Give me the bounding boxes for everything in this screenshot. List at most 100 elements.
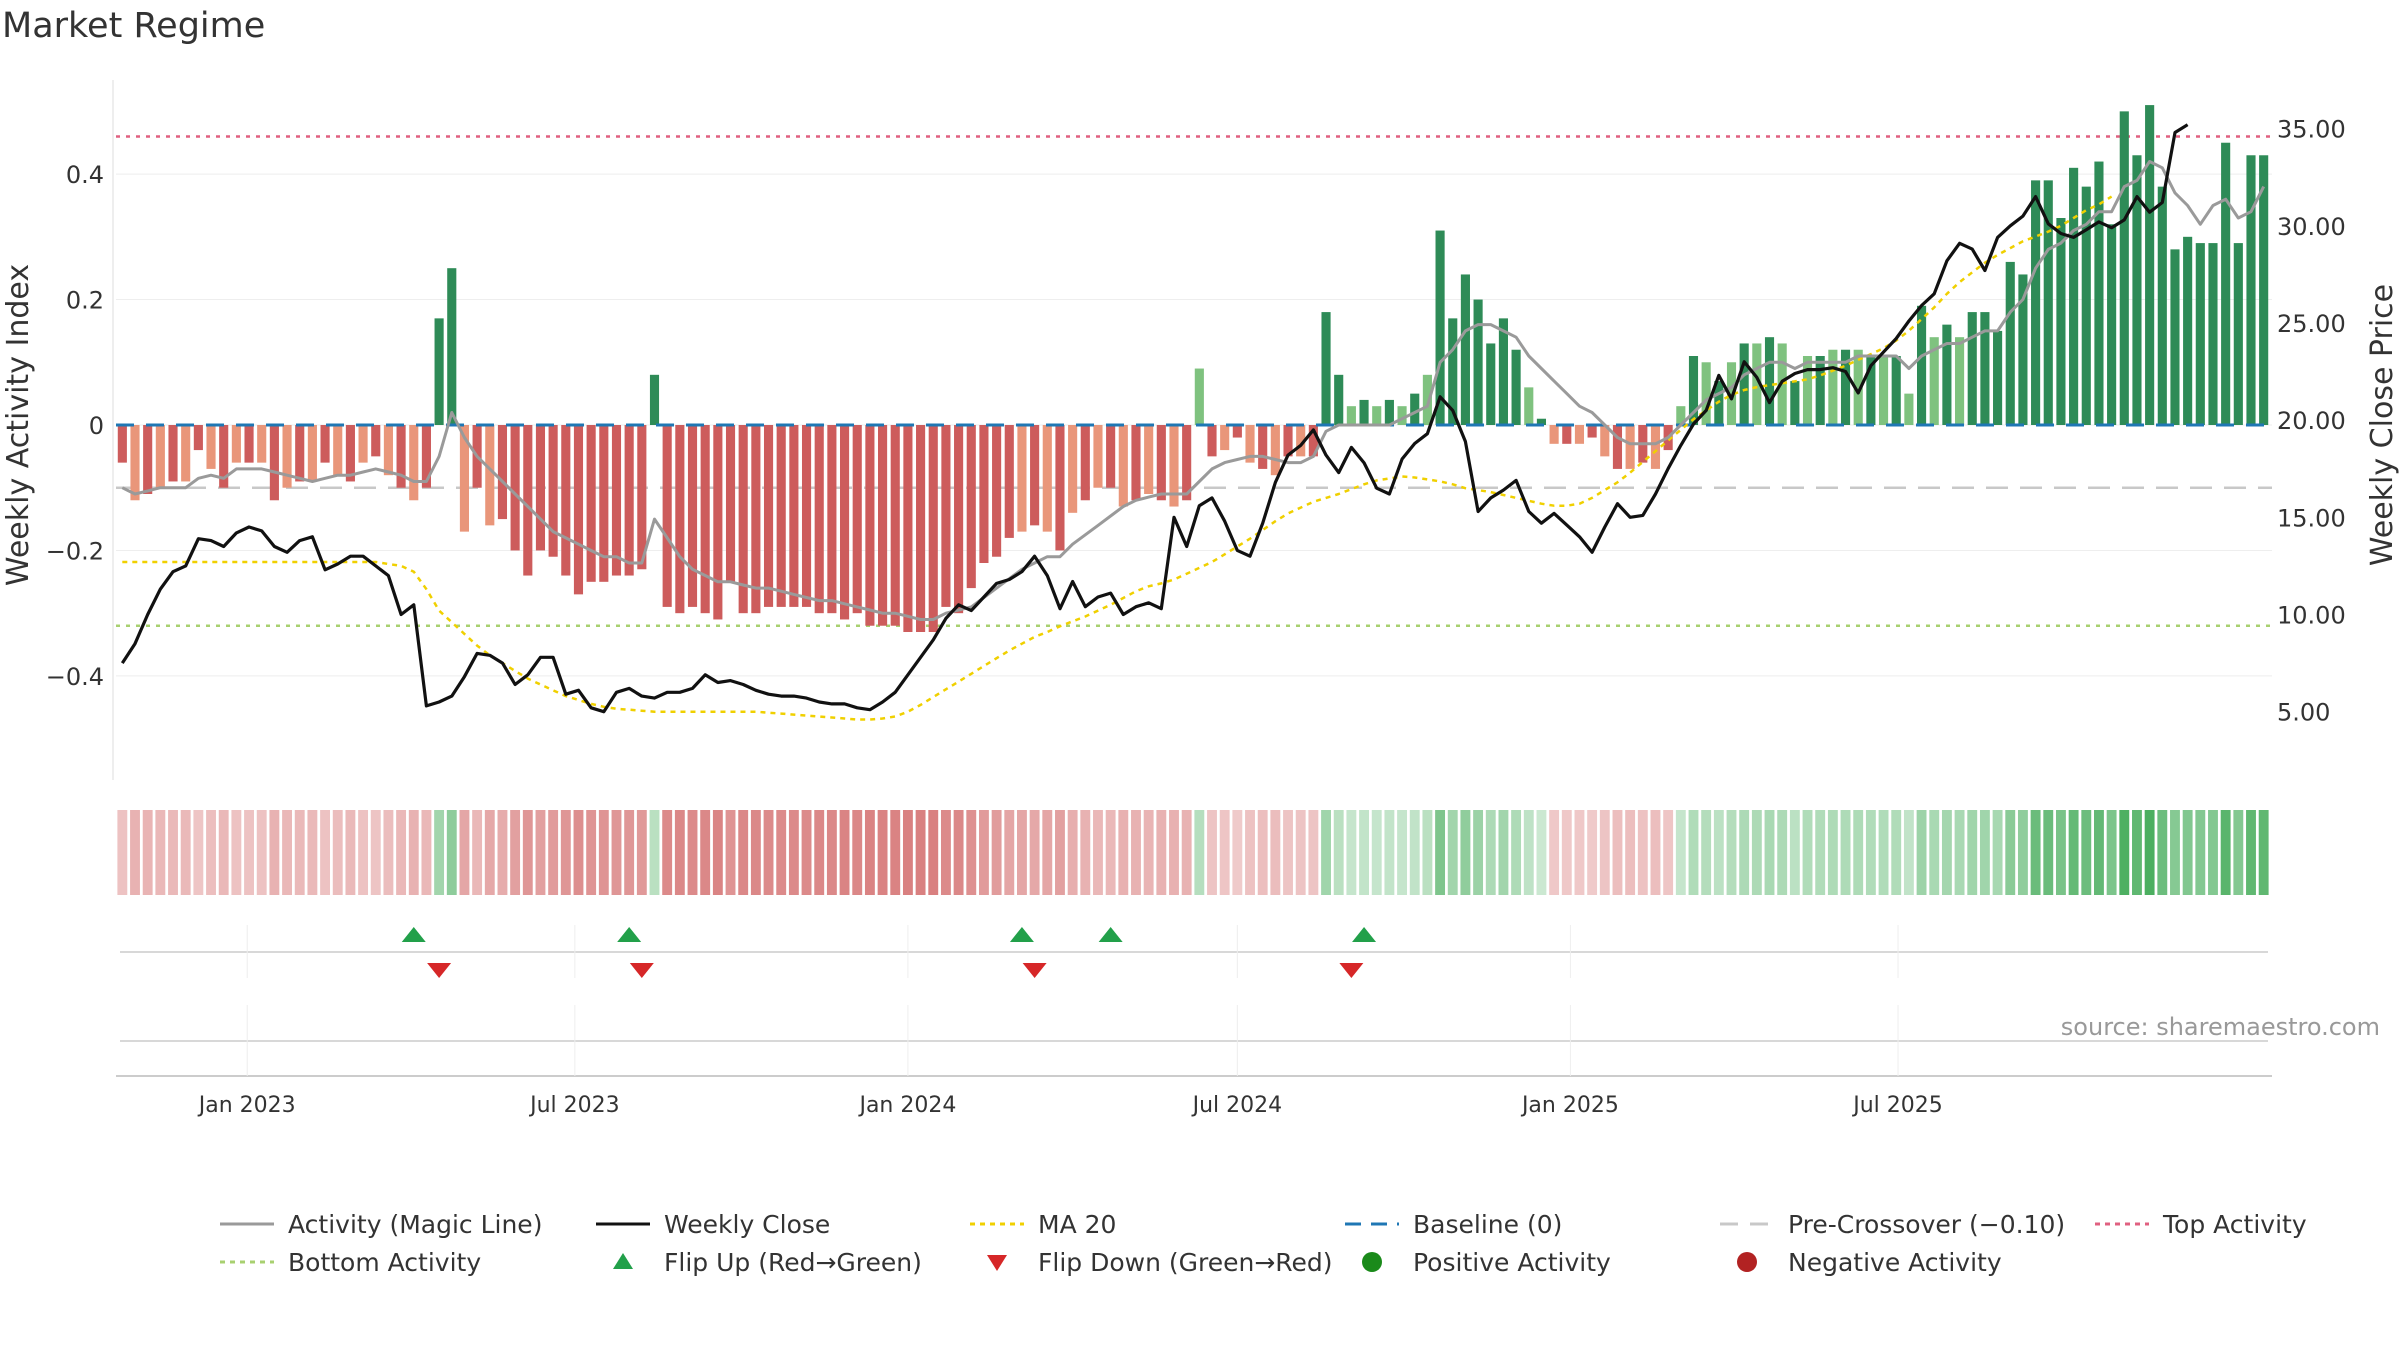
activity-bar: [649, 374, 660, 425]
activity-bar: [954, 425, 964, 614]
activity-bar: [599, 425, 609, 582]
regime-cell: [218, 810, 229, 895]
activity-bar: [421, 425, 431, 488]
activity-bar: [2246, 155, 2256, 426]
activity-bar: [865, 425, 875, 626]
x-tick-label: Jul 2024: [1191, 1093, 1283, 1118]
activity-bar: [1473, 299, 1483, 425]
legend-label: Pre-Crossover (−0.10): [1788, 1209, 2066, 1239]
regime-cell: [193, 810, 204, 895]
regime-cell: [852, 810, 863, 895]
flip-up-marker: [401, 927, 426, 942]
regime-cell: [788, 810, 799, 895]
regime-cell: [244, 810, 254, 895]
regime-cell: [1967, 810, 1978, 895]
activity-bar: [307, 425, 317, 482]
activity-bar: [941, 425, 951, 607]
legend-item: Activity (Magic Line): [218, 1206, 542, 1242]
legend-label: Flip Down (Green→Red): [1038, 1247, 1333, 1277]
activity-bar: [510, 425, 520, 551]
regime-cell: [687, 810, 698, 895]
line-dotted-green-icon: [220, 1260, 274, 1264]
regime-cell: [497, 810, 508, 895]
activity-bar: [1055, 425, 1065, 551]
activity-bar: [1853, 349, 1863, 425]
activity-bar: [687, 425, 698, 607]
activity-bar: [244, 425, 254, 463]
regime-cell: [408, 810, 419, 895]
regime-cell: [1042, 810, 1053, 895]
regime-cell: [940, 810, 951, 895]
activity-bar: [1397, 406, 1407, 425]
regime-cell: [2233, 810, 2244, 895]
activity-bar: [675, 425, 685, 614]
regime-cell: [1485, 810, 1496, 895]
activity-bar: [1498, 318, 1508, 425]
regime-cell: [978, 810, 989, 895]
activity-bar: [586, 425, 596, 582]
activity-bar: [1676, 406, 1686, 425]
regime-cell: [1789, 810, 1800, 895]
regime-cell: [1181, 810, 1192, 895]
regime-cell: [1067, 810, 1078, 895]
y-left-tick-label: 0: [89, 412, 104, 440]
regime-cell: [1561, 810, 1572, 895]
regime-cell: [649, 810, 660, 895]
regime-cell: [155, 810, 166, 895]
activity-bar: [1929, 337, 1939, 425]
regime-cell: [902, 810, 913, 895]
regime-cell: [915, 810, 926, 895]
activity-bar: [827, 425, 837, 614]
regime-cell: [2220, 810, 2231, 895]
regime-cell: [1156, 810, 1167, 895]
activity-bar: [1866, 356, 1876, 425]
activity-bar: [2031, 180, 2041, 425]
regime-cell: [2144, 810, 2155, 895]
activity-bar: [434, 318, 444, 425]
activity-bar: [1587, 425, 1597, 438]
regime-cell: [598, 810, 609, 895]
activity-bar: [1030, 425, 1040, 526]
activity-bar: [928, 425, 938, 632]
regime-cell: [1992, 810, 2003, 895]
activity-bar: [1524, 387, 1534, 425]
activity-bar: [624, 425, 634, 576]
regime-cell: [2170, 810, 2180, 895]
activity-bar: [206, 425, 216, 469]
regime-cell: [1713, 810, 1724, 895]
activity-bar: [1942, 324, 1952, 425]
regime-cell: [1295, 810, 1306, 895]
activity-bar: [1701, 362, 1711, 425]
regime-cell: [459, 810, 470, 895]
regime-cell: [1739, 810, 1750, 895]
y-right-tick-label: 15.00: [2277, 504, 2346, 532]
regime-cell: [358, 810, 369, 895]
regime-cell: [535, 810, 546, 895]
activity-bar: [776, 425, 786, 607]
x-tick-label: Jan 2023: [197, 1093, 296, 1118]
activity-bar: [1283, 425, 1293, 457]
regime-cell: [814, 810, 825, 895]
activity-bar: [383, 425, 393, 476]
legend-label: Positive Activity: [1413, 1247, 1611, 1277]
regime-cell: [1523, 810, 1534, 895]
regime-cell: [1055, 810, 1065, 895]
regime-cell: [2106, 810, 2117, 895]
activity-bar: [1993, 330, 2003, 425]
chart-legend: Activity (Magic Line) Weekly Close MA 20 Ba…: [0, 1200, 2400, 1300]
activity-bar: [1764, 337, 1775, 425]
activity-bar: [1435, 230, 1445, 425]
regime-cell: [117, 810, 128, 895]
regime-cell: [2208, 810, 2218, 895]
activity-magic-line: [121, 160, 2266, 621]
regime-cell: [1143, 810, 1154, 895]
regime-cell: [1701, 810, 1712, 895]
regime-cell: [1954, 810, 1965, 895]
regime-cell: [2132, 810, 2142, 895]
regime-cell: [370, 810, 381, 895]
regime-cell: [1270, 810, 1281, 895]
line-dotted-yellow-icon: [970, 1222, 1024, 1226]
activity-bar: [2221, 142, 2231, 425]
activity-bar: [1144, 425, 1154, 494]
